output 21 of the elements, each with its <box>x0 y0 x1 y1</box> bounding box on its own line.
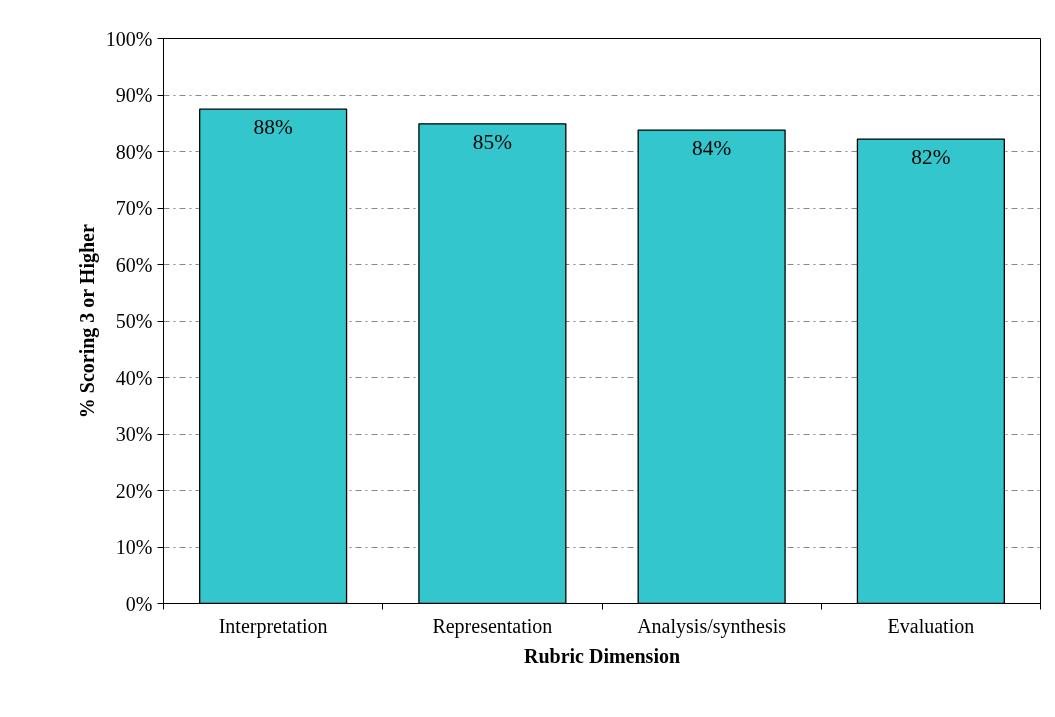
data-label: 84% <box>692 136 732 161</box>
data-label: 85% <box>472 129 513 154</box>
y-tick-label: 90% <box>115 84 153 106</box>
y-tick-label: 50% <box>115 310 153 332</box>
x-tick-label: Representation <box>432 614 553 638</box>
y-tick-label: 40% <box>115 366 153 389</box>
x-tick-label: Analysis/synthesis <box>637 614 787 638</box>
y-axis-title: % Scoring 3 or Higher <box>75 224 99 419</box>
x-tick-label: Interpretation <box>218 614 328 638</box>
data-label: 82% <box>911 145 951 170</box>
y-tick-label: 20% <box>115 479 153 502</box>
x-axis-title: Rubric Dimension <box>523 644 681 667</box>
y-tick-label: 70% <box>115 197 153 219</box>
y-tick-label: 30% <box>115 423 153 445</box>
x-tick-label: Evaluation <box>887 614 975 637</box>
y-tick-label: 0% <box>125 592 153 615</box>
y-tick-label: 100% <box>105 27 153 50</box>
y-tick-label: 10% <box>115 536 153 558</box>
y-tick-label: 60% <box>115 253 153 276</box>
y-tick-label: 80% <box>115 140 153 163</box>
data-label: 88% <box>253 115 293 140</box>
